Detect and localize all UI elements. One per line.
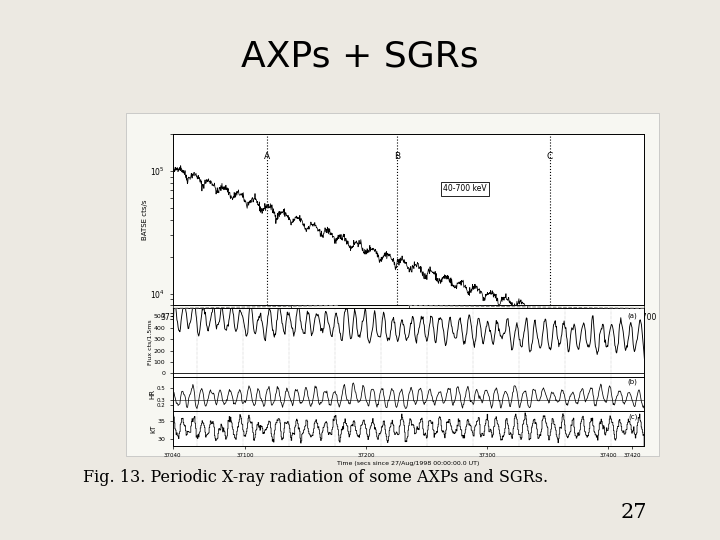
- X-axis label: Time (s): Time (s): [393, 323, 424, 333]
- Text: A: A: [264, 152, 270, 161]
- Text: Fig. 13. Periodic X-ray radiation of some AXPs and SGRs.: Fig. 13. Periodic X-ray radiation of som…: [83, 469, 548, 487]
- Y-axis label: HR: HR: [149, 389, 155, 399]
- Y-axis label: kT: kT: [150, 424, 156, 433]
- Text: (a): (a): [628, 313, 637, 319]
- Y-axis label: Flux cts/1.5ms: Flux cts/1.5ms: [147, 320, 152, 366]
- Y-axis label: BATSE cts/s: BATSE cts/s: [142, 199, 148, 240]
- Text: (c): (c): [628, 413, 637, 420]
- Bar: [126, 113, 659, 456]
- Text: (b): (b): [627, 379, 637, 386]
- Text: 27: 27: [621, 503, 647, 523]
- Text: C: C: [547, 152, 553, 161]
- Text: B: B: [394, 152, 400, 161]
- X-axis label: Time (secs since 27/Aug/1998 00:00:00.0 UT): Time (secs since 27/Aug/1998 00:00:00.0 …: [338, 461, 480, 466]
- Text: AXPs + SGRs: AXPs + SGRs: [241, 40, 479, 73]
- Text: 40-700 keV: 40-700 keV: [444, 184, 487, 193]
